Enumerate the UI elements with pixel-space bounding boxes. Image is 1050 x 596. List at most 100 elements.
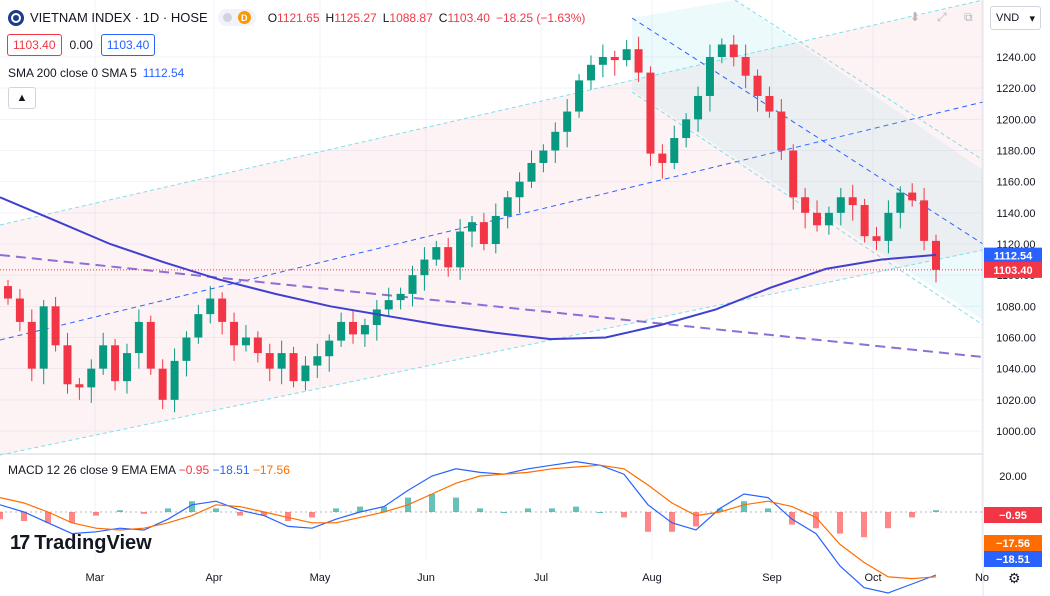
candle-body: [39, 306, 48, 369]
candle-body: [134, 321, 143, 354]
macd-hist-bar: [261, 512, 267, 516]
ohlc-low: L1088.87: [382, 10, 433, 25]
candle-body: [777, 111, 786, 151]
candle-body: [753, 75, 762, 96]
macd-hist-bar: [453, 497, 459, 512]
candle-body: [729, 44, 738, 57]
time-tick-label: Jul: [534, 572, 548, 584]
snapshot-icon[interactable]: ⧉: [964, 10, 973, 24]
tradingview-logo[interactable]: 17 TradingView: [10, 532, 152, 555]
candle-body: [87, 368, 96, 388]
candle-body: [705, 57, 714, 96]
gear-icon[interactable]: ⚙: [1008, 570, 1021, 586]
macd-hist-bar: [645, 512, 651, 532]
price-tick-label: 1160.00: [997, 177, 1036, 189]
time-tick-label: No: [975, 572, 989, 584]
buy-price-button[interactable]: 1103.40: [100, 34, 156, 56]
chart-header: VIETNAM INDEX · 1D · HOSE D O1121.65 H11…: [8, 9, 585, 26]
candle-body: [277, 353, 286, 369]
candle-body: [896, 192, 905, 213]
candle-body: [789, 150, 798, 198]
price-tick-label: 1020.00: [996, 395, 1036, 407]
time-tick-label: Oct: [864, 572, 881, 584]
candle-body: [813, 212, 822, 226]
candle-body: [432, 247, 441, 260]
candle-body: [313, 356, 322, 366]
time-tick-label: May: [310, 572, 331, 584]
macd-hist-bar: [333, 508, 339, 512]
arrow-down-icon[interactable]: ⬇: [910, 10, 921, 24]
macd-signal-value: −17.56: [252, 463, 290, 477]
sell-price-button[interactable]: 1103.40: [7, 34, 62, 56]
macd-hist-bar: [357, 506, 363, 512]
macd-hist-bar: [285, 512, 291, 521]
candle-body: [360, 325, 369, 335]
macd-legend[interactable]: MACD 12 26 close 9 EMA EMA −0.95 −18.51 …: [8, 463, 290, 477]
macd-hist-bar: [0, 512, 3, 520]
candle-body: [634, 49, 643, 73]
exchange-logo-icon: [8, 9, 24, 26]
macd-hist-bar: [909, 512, 915, 518]
currency-select[interactable]: VND ▾: [990, 6, 1041, 30]
macd-hist-bar: [717, 508, 723, 512]
candle-body: [4, 286, 12, 299]
macd-hist-bar: [69, 512, 75, 523]
candle-body: [158, 368, 167, 400]
currency-value: VND: [996, 12, 1020, 24]
macd-pane: 20.00−0.95−17.56−18.51: [0, 460, 1042, 594]
market-status-pill[interactable]: D: [217, 9, 256, 26]
candle-body: [801, 197, 810, 213]
candle-body: [598, 57, 607, 65]
candle-body: [860, 205, 869, 237]
candle-body: [372, 309, 381, 326]
descending-channel-fill: [632, 0, 983, 320]
candle-body: [563, 111, 572, 132]
macd-hist-tag: −0.95: [999, 510, 1027, 522]
time-tick-label: Sep: [762, 572, 782, 584]
ohlc-open: O1121.65: [267, 10, 320, 25]
descending-upper-line: [734, 0, 984, 161]
macd-hist-bar: [237, 512, 243, 516]
fullscreen-icon[interactable]: ⤢: [937, 10, 947, 24]
macd-line: [0, 460, 937, 594]
price-axis-ticks: 1000.001020.001040.001060.001080.001100.…: [996, 52, 1036, 438]
candle-body: [170, 360, 179, 400]
channel-lower-line: [0, 249, 984, 456]
candle-body: [122, 353, 131, 382]
symbol-title[interactable]: VIETNAM INDEX · 1D · HOSE: [30, 10, 208, 25]
chevron-down-icon: ▾: [1029, 12, 1035, 25]
sma-legend[interactable]: SMA 200 close 0 SMA 5 1112.54: [8, 66, 184, 80]
candle-body: [610, 57, 619, 61]
time-tick-label: Mar: [86, 572, 105, 584]
price-tick-label: 1200.00: [996, 114, 1036, 126]
macd-hist-bar: [789, 512, 795, 525]
macd-hist-bar: [765, 508, 771, 512]
spread-value: 0.00: [69, 38, 93, 52]
candle-body: [408, 275, 417, 294]
time-tick-label: Jun: [417, 572, 435, 584]
candle-body: [682, 119, 691, 139]
sma-price-tag-bg: [984, 247, 1042, 264]
candle-body: [884, 212, 893, 241]
candle-body: [384, 300, 393, 310]
collapse-legend-button[interactable]: ▲: [8, 87, 36, 109]
macd-hist-bar: [165, 508, 171, 512]
candle-body: [848, 197, 857, 206]
macd-hist-bar: [309, 512, 315, 518]
candle-body: [63, 345, 72, 385]
sma-price-tag: 1112.54: [994, 251, 1033, 263]
price-tick-label: 1140.00: [997, 208, 1036, 220]
quote-row: 1103.40 0.00 1103.40: [7, 34, 156, 56]
candle-body: [717, 44, 726, 57]
last-price-tag-bg: [984, 261, 1042, 278]
candle-body: [51, 306, 60, 346]
candle-body: [622, 49, 631, 61]
candle-body: [872, 236, 881, 241]
candle-body: [396, 293, 405, 301]
macd-hist-tag-bg: [984, 507, 1042, 523]
candle-body: [539, 150, 548, 163]
chevron-up-icon: ▲: [16, 92, 28, 104]
candle-body: [218, 298, 227, 322]
macd-hist-bar: [525, 508, 531, 512]
